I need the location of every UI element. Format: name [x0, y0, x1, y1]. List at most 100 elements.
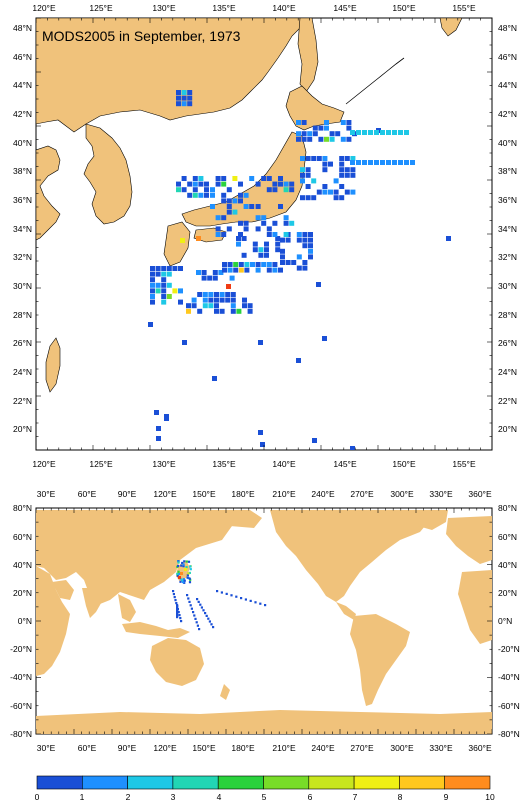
observation-cell [198, 628, 201, 631]
observation-cell [362, 160, 367, 165]
observation-cell [318, 136, 324, 142]
europe [446, 516, 492, 564]
lat-label: 26°N [498, 338, 517, 348]
observation-cell [176, 610, 179, 613]
lat-label: 0°N [498, 616, 512, 626]
observation-cell [210, 187, 215, 193]
observation-cell [190, 607, 193, 610]
observation-cell [308, 254, 313, 260]
observation-cell [305, 167, 311, 173]
observation-cell [339, 161, 345, 167]
observation-cell [176, 564, 180, 568]
indonesia [122, 622, 190, 638]
observation-cell [283, 220, 289, 226]
observation-cell [308, 248, 313, 254]
observation-cell [328, 161, 333, 167]
observation-cell [182, 340, 187, 345]
observation-cell [176, 614, 179, 617]
observation-cell [300, 156, 305, 161]
observation-cell [227, 262, 233, 267]
observation-cell [180, 572, 183, 575]
observation-cell [261, 262, 267, 267]
observation-cell [312, 438, 317, 443]
colorbar-swatch [217, 775, 264, 790]
observation-cells-regional [148, 90, 451, 450]
observation-cell [272, 220, 278, 226]
observation-cell [285, 237, 291, 243]
observation-cell [272, 262, 278, 267]
lon-label: 210°E [272, 743, 296, 753]
lon-label: 330°E [429, 743, 453, 753]
observation-cell [346, 120, 352, 125]
observation-cell [166, 282, 172, 288]
lat-label: 0°N [18, 616, 32, 626]
observation-cell [311, 178, 317, 184]
observation-cell [196, 270, 201, 275]
observation-cell [150, 288, 155, 294]
observation-cell [333, 178, 339, 184]
observation-cell [196, 598, 199, 601]
observation-cell [339, 156, 345, 161]
observation-cell [222, 262, 227, 267]
observation-cell [258, 252, 264, 258]
lat-label: 40°N [498, 138, 517, 148]
observation-cell [207, 617, 210, 620]
lat-label: -40°N [498, 672, 520, 682]
observation-cell [179, 617, 182, 620]
lat-label: -80°N [498, 729, 520, 739]
observation-cell [316, 156, 322, 161]
observation-cell [150, 282, 155, 288]
observation-cell [219, 297, 225, 303]
lon-label: 330°E [429, 489, 453, 499]
observation-cell [183, 581, 186, 584]
observation-cell [155, 288, 161, 294]
observation-cell [333, 189, 339, 195]
lon-label: 120°E [153, 743, 177, 753]
lat-label: -80°N [10, 729, 32, 739]
kyushu [163, 221, 191, 267]
lat-label: 42°N [13, 109, 32, 119]
observation-cell [183, 579, 186, 582]
observation-cell [243, 204, 249, 209]
observation-cell [176, 605, 179, 608]
observation-cell [166, 266, 172, 271]
colorbar-swatch [263, 775, 310, 790]
observation-cell [176, 101, 181, 107]
lon-label: 135°E [212, 459, 236, 469]
observation-cell [278, 204, 283, 209]
observation-cell [324, 136, 329, 142]
lon-label: 240°E [311, 489, 335, 499]
observation-cell [180, 620, 183, 623]
observation-cell [266, 176, 272, 181]
observation-cell [189, 568, 192, 571]
observation-cell [193, 614, 196, 617]
observation-cell [283, 187, 289, 193]
observation-cell [216, 590, 219, 593]
kuril-islands [345, 57, 405, 105]
observation-cell [252, 241, 258, 247]
observation-cell [296, 237, 302, 243]
observation-cell [210, 623, 213, 626]
observation-cell [230, 292, 236, 297]
observation-cell [283, 215, 289, 221]
lat-label: 38°N [498, 166, 517, 176]
arabia [52, 580, 74, 600]
observation-cell [233, 267, 239, 273]
observation-cell [241, 252, 247, 258]
observation-cell [272, 267, 278, 273]
lon-label: 180°E [231, 489, 255, 499]
observation-cell [172, 593, 175, 596]
lat-label: 42°N [498, 109, 517, 119]
observation-cell [176, 187, 181, 193]
observation-cell [235, 595, 238, 598]
observation-cell [252, 247, 258, 253]
observation-cell [226, 198, 232, 204]
observation-cell [186, 594, 189, 597]
observation-cell [278, 181, 283, 187]
observation-cell [176, 612, 179, 615]
observation-cell [197, 308, 203, 314]
lat-label: -60°N [10, 701, 32, 711]
observation-cell [181, 580, 185, 584]
world-map: 30°E 60°E 90°E 120°E 150°E 180°E 210°E 2… [10, 489, 520, 753]
observation-cell [285, 260, 291, 265]
